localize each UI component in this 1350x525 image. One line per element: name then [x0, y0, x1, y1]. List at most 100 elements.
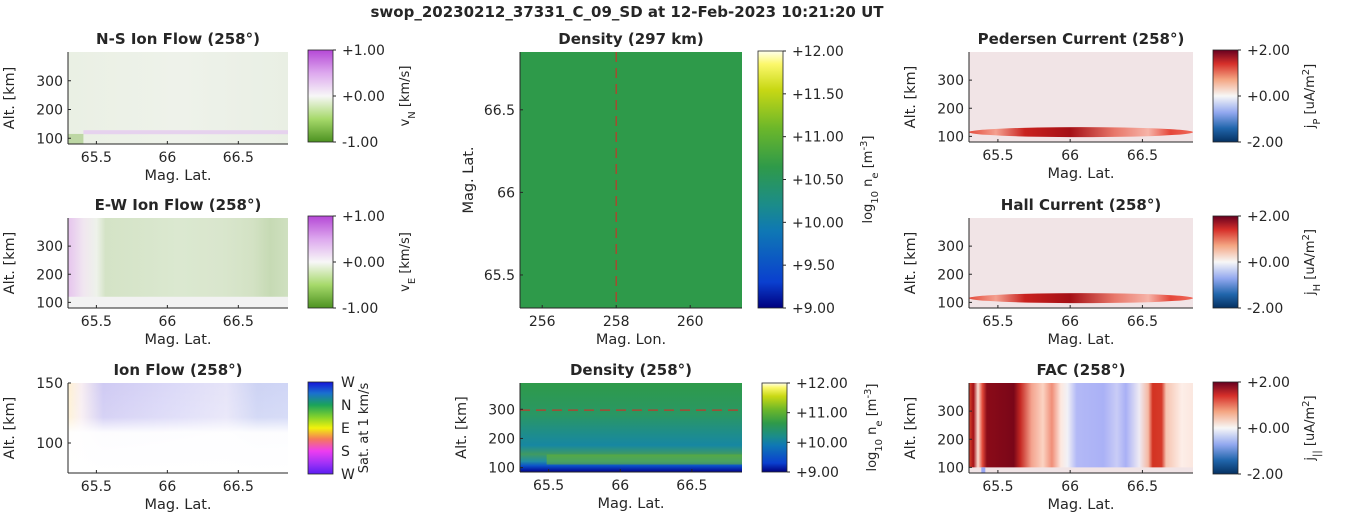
fac-ytick-label: 300 — [937, 404, 964, 420]
ew-flow-xtick-label: 66.5 — [223, 314, 254, 330]
ns-flow-ytick-label: 300 — [36, 74, 63, 90]
ew-flow-colorbar-tick-label: -1.00 — [342, 301, 378, 317]
ion-flow-title: Ion Flow (258°) — [113, 361, 242, 379]
density-profile-colorbar-tick-label: +12.00 — [796, 376, 848, 392]
ns-flow-ytick-label: 100 — [36, 131, 63, 147]
density-map-xtick-label: 260 — [677, 314, 704, 330]
density-map-colorbar-tick-label: +10.50 — [792, 173, 844, 189]
density-map-panel: 256 258 260 65.5 66 66.5 Density (297 km) Mag. … — [461, 30, 881, 348]
ns-flow-ytick-label: 200 — [36, 103, 63, 119]
density-map-ytick-label: 66 — [497, 185, 515, 201]
fac-xtick-label: 66 — [1061, 479, 1079, 495]
density-map-colorbar-label: log10 ne [m-3] — [859, 135, 881, 223]
ns-flow-colorbar-label: vN [km/s] — [398, 66, 418, 127]
density-map-colorbar-tick-label: +11.00 — [792, 130, 844, 146]
ns-flow-xtick-label: 66.5 — [223, 150, 254, 166]
density-profile-xtick-label: 66 — [611, 478, 629, 494]
density-map-xtick-label: 258 — [603, 314, 630, 330]
hall-xlabel: Mag. Lat. — [1047, 332, 1114, 348]
ew-flow-colorbar-tick-label: +1.00 — [342, 209, 385, 225]
hall-colorbar — [1212, 215, 1239, 309]
pedersen-xtick-label: 66 — [1061, 148, 1079, 164]
ns-flow-colorbar-tick-label: +0.00 — [342, 89, 385, 105]
fac-ylabel: Alt. [km] — [903, 397, 919, 460]
density-map-colorbar — [757, 50, 784, 309]
pedersen-ylabel: Alt. [km] — [903, 66, 919, 129]
fac-xlabel: Mag. Lat. — [1047, 497, 1114, 513]
density-profile-title: Density (258°) — [570, 361, 692, 379]
density-map-colorbar-tick-label: +12.00 — [792, 44, 844, 60]
hall-colorbar-tick-label: +2.00 — [1247, 209, 1290, 225]
fac-panel: 65.5 66 66.5 100 200 300 FAC (258°) Mag. Lat. Al… — [903, 361, 1323, 513]
pedersen-colorbar-tick-label: -2.00 — [1247, 135, 1283, 151]
ion-flow-xtick-label: 66 — [158, 479, 176, 495]
ew-flow-xlabel: Mag. Lat. — [144, 332, 211, 348]
density-map-ylabel: Mag. Lat. — [461, 146, 477, 213]
ew-flow-colorbar-label: vE [km/s] — [398, 232, 418, 292]
hall-xtick-label: 66 — [1061, 314, 1079, 330]
density-profile-ylabel: Alt. [km] — [454, 396, 470, 459]
fac-colorbar — [1212, 381, 1239, 475]
density-profile-panel: 65.5 66 66.5 100 200 300 Density (258°) Mag. La… — [454, 361, 885, 512]
ns-flow-ylabel: Alt. [km] — [2, 67, 18, 130]
pedersen-xtick-label: 65.5 — [982, 148, 1013, 164]
hall-ytick-label: 100 — [937, 295, 964, 311]
ew-flow-ytick-label: 300 — [36, 239, 63, 255]
hall-title: Hall Current (258°) — [1001, 196, 1161, 214]
ion-flow-xtick-label: 66.5 — [223, 479, 254, 495]
hall-colorbar-label: jH [uA/m2] — [1301, 229, 1323, 296]
fac-xtick-label: 65.5 — [982, 479, 1013, 495]
ew-flow-image — [68, 218, 288, 308]
density-profile-image — [520, 383, 742, 472]
density-profile-colorbar-tick-label: +11.00 — [796, 406, 848, 422]
density-map-colorbar-tick-label: +11.50 — [792, 87, 844, 103]
ion-flow-image — [68, 383, 288, 473]
ns-flow-colorbar — [307, 49, 334, 143]
ew-flow-title: E-W Ion Flow (258°) — [95, 196, 262, 214]
ns-flow-xtick-label: 65.5 — [81, 150, 112, 166]
fac-xtick-label: 66.5 — [1127, 479, 1158, 495]
hall-panel: 65.5 66 66.5 100 200 300 Hall Current (258°) Ma… — [903, 196, 1323, 348]
ns-flow-panel: 65.5 66 66.5 100 200 300 N-S Ion Flow (258°) Ma… — [2, 30, 418, 184]
pedersen-colorbar — [1212, 49, 1239, 143]
ns-flow-title: N-S Ion Flow (258°) — [96, 30, 260, 48]
pedersen-colorbar-label: jP [uA/m2] — [1301, 64, 1323, 130]
density-map-colorbar-tick-label: +9.50 — [792, 258, 835, 274]
hall-ylabel: Alt. [km] — [903, 232, 919, 295]
fac-image — [969, 383, 1193, 473]
ns-flow-xtick-label: 66 — [158, 150, 176, 166]
ew-flow-colorbar — [307, 215, 334, 309]
fac-title: FAC (258°) — [1037, 361, 1126, 379]
hall-xtick-label: 65.5 — [982, 314, 1013, 330]
density-profile-xlabel: Mag. Lat. — [597, 496, 664, 512]
hall-ytick-label: 200 — [937, 267, 964, 283]
ion-flow-xlabel: Mag. Lat. — [144, 497, 211, 513]
ew-flow-xtick-label: 65.5 — [81, 314, 112, 330]
pedersen-ytick-label: 200 — [937, 101, 964, 117]
fac-ytick-label: 200 — [937, 432, 964, 448]
pedersen-xlabel: Mag. Lat. — [1047, 166, 1114, 182]
hall-colorbar-tick-label: -2.00 — [1247, 301, 1283, 317]
ion-flow-xtick-label: 65.5 — [81, 479, 112, 495]
pedersen-title: Pedersen Current (258°) — [978, 30, 1185, 48]
ew-flow-colorbar-tick-label: +0.00 — [342, 255, 385, 271]
density-profile-colorbar — [761, 382, 788, 473]
density-profile-colorbar-tick-label: +9.00 — [796, 465, 839, 481]
density-map-ytick-label: 65.5 — [484, 268, 515, 284]
density-map-colorbar-tick-label: +9.00 — [792, 301, 835, 317]
pedersen-ytick-label: 100 — [937, 129, 964, 145]
density-profile-ytick-label: 200 — [488, 431, 515, 447]
hall-ytick-label: 300 — [937, 239, 964, 255]
pedersen-xtick-label: 66.5 — [1127, 148, 1158, 164]
density-profile-colorbar-label: log10 ne [m-3] — [863, 383, 885, 471]
fac-colorbar-tick-label: -2.00 — [1247, 467, 1283, 483]
density-map-image — [520, 52, 742, 308]
fac-ytick-label: 100 — [937, 460, 964, 476]
pedersen-colorbar-tick-label: +2.00 — [1247, 43, 1290, 59]
ion-flow-colorbar-tick-label: W — [341, 467, 355, 483]
fac-colorbar-label: j|| [uA/m2] — [1301, 395, 1323, 461]
ns-flow-image — [68, 52, 288, 144]
density-profile-ytick-label: 300 — [488, 402, 515, 418]
figure-suptitle: swop_20230212_37331_C_09_SD at 12-Feb-20… — [371, 3, 885, 21]
